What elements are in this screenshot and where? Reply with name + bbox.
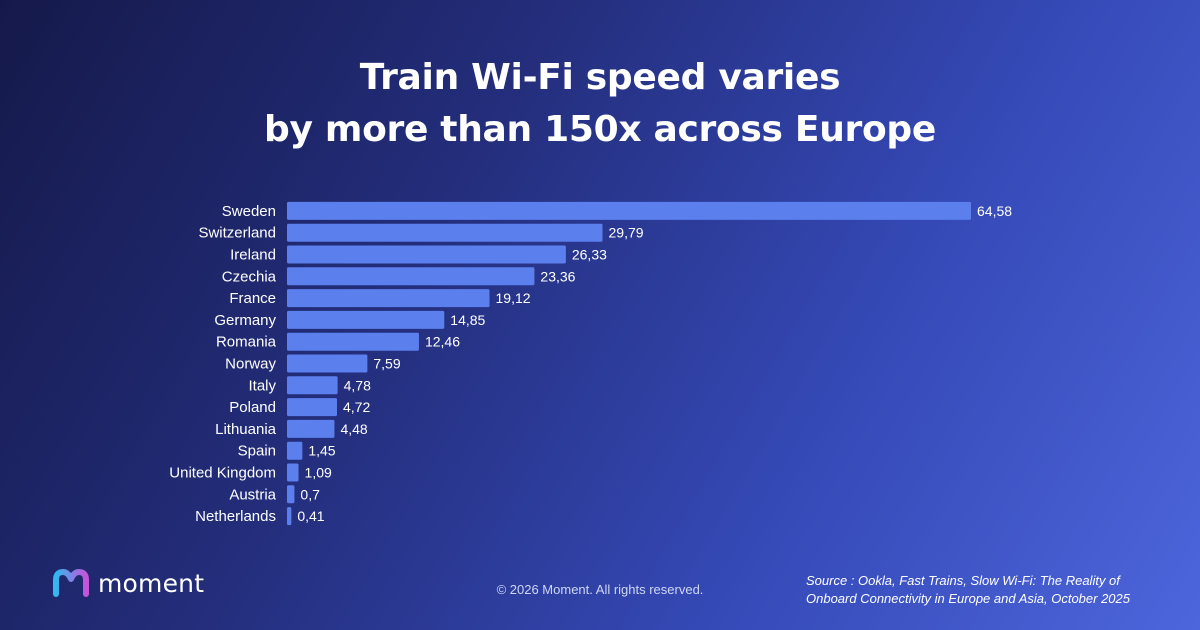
category-label: Germany — [214, 312, 276, 329]
source-line-1: Source : Ookla, Fast Trains, Slow Wi-Fi:… — [806, 573, 1120, 588]
bar — [287, 398, 337, 417]
source-note: Source : Ookla, Fast Trains, Slow Wi-Fi:… — [806, 572, 1186, 608]
value-label: 7,59 — [373, 356, 400, 372]
category-label: Ireland — [230, 247, 276, 264]
moment-logo: moment — [52, 566, 204, 600]
bar — [287, 419, 335, 438]
value-label: 23,36 — [540, 268, 575, 284]
moment-logo-icon — [53, 569, 89, 597]
value-label: 0,41 — [297, 508, 324, 524]
value-label: 1,09 — [305, 465, 332, 481]
value-label: 4,78 — [344, 377, 371, 393]
value-label: 4,48 — [340, 421, 367, 437]
bar — [287, 332, 419, 351]
source-line-2: Onboard Connectivity in Europe and Asia,… — [806, 591, 1130, 606]
category-label: Norway — [225, 356, 276, 373]
category-label: France — [229, 290, 276, 307]
value-label: 26,33 — [572, 247, 607, 263]
category-label: Sweden — [222, 203, 276, 220]
chart-title-line-1: Train Wi-Fi speed varies — [359, 57, 841, 98]
category-label: Spain — [238, 443, 276, 460]
value-label: 12,46 — [425, 334, 460, 350]
bar — [287, 289, 490, 308]
value-label: 1,45 — [308, 443, 335, 459]
category-label: Italy — [248, 377, 276, 394]
category-label: United Kingdom — [169, 465, 276, 482]
value-label: 4,72 — [343, 399, 370, 415]
category-label: Switzerland — [198, 225, 276, 242]
value-label: 14,85 — [450, 312, 485, 328]
bar — [287, 485, 295, 504]
bar — [287, 223, 603, 242]
bar — [287, 441, 303, 460]
bar-chart: Sweden 64,58 Switzerland 29,79 Ireland 26,33 C… — [169, 201, 1012, 526]
chart-title-line-2: by more than 150x across Europe — [263, 109, 936, 150]
bar — [287, 201, 971, 220]
bar — [287, 267, 535, 286]
category-label: Austria — [229, 486, 276, 503]
bar — [287, 376, 338, 395]
category-label: Poland — [229, 399, 276, 416]
value-label: 19,12 — [496, 290, 531, 306]
bar — [287, 507, 292, 526]
category-label: Romania — [216, 334, 277, 351]
category-label: Lithuania — [215, 421, 277, 438]
copyright-text: © 2026 Moment. All rights reserved. — [496, 582, 704, 597]
bar — [287, 310, 445, 329]
value-label: 64,58 — [977, 203, 1012, 219]
category-label: Netherlands — [195, 508, 276, 525]
value-label: 0,7 — [300, 486, 320, 502]
category-label: Czechia — [222, 268, 277, 285]
bar — [287, 463, 299, 482]
bar — [287, 354, 368, 373]
logo-text: moment — [98, 568, 205, 598]
chart-title: Train Wi-Fi speed varies by more than 15… — [0, 52, 1200, 156]
value-label: 29,79 — [609, 225, 644, 241]
bar — [287, 245, 566, 264]
